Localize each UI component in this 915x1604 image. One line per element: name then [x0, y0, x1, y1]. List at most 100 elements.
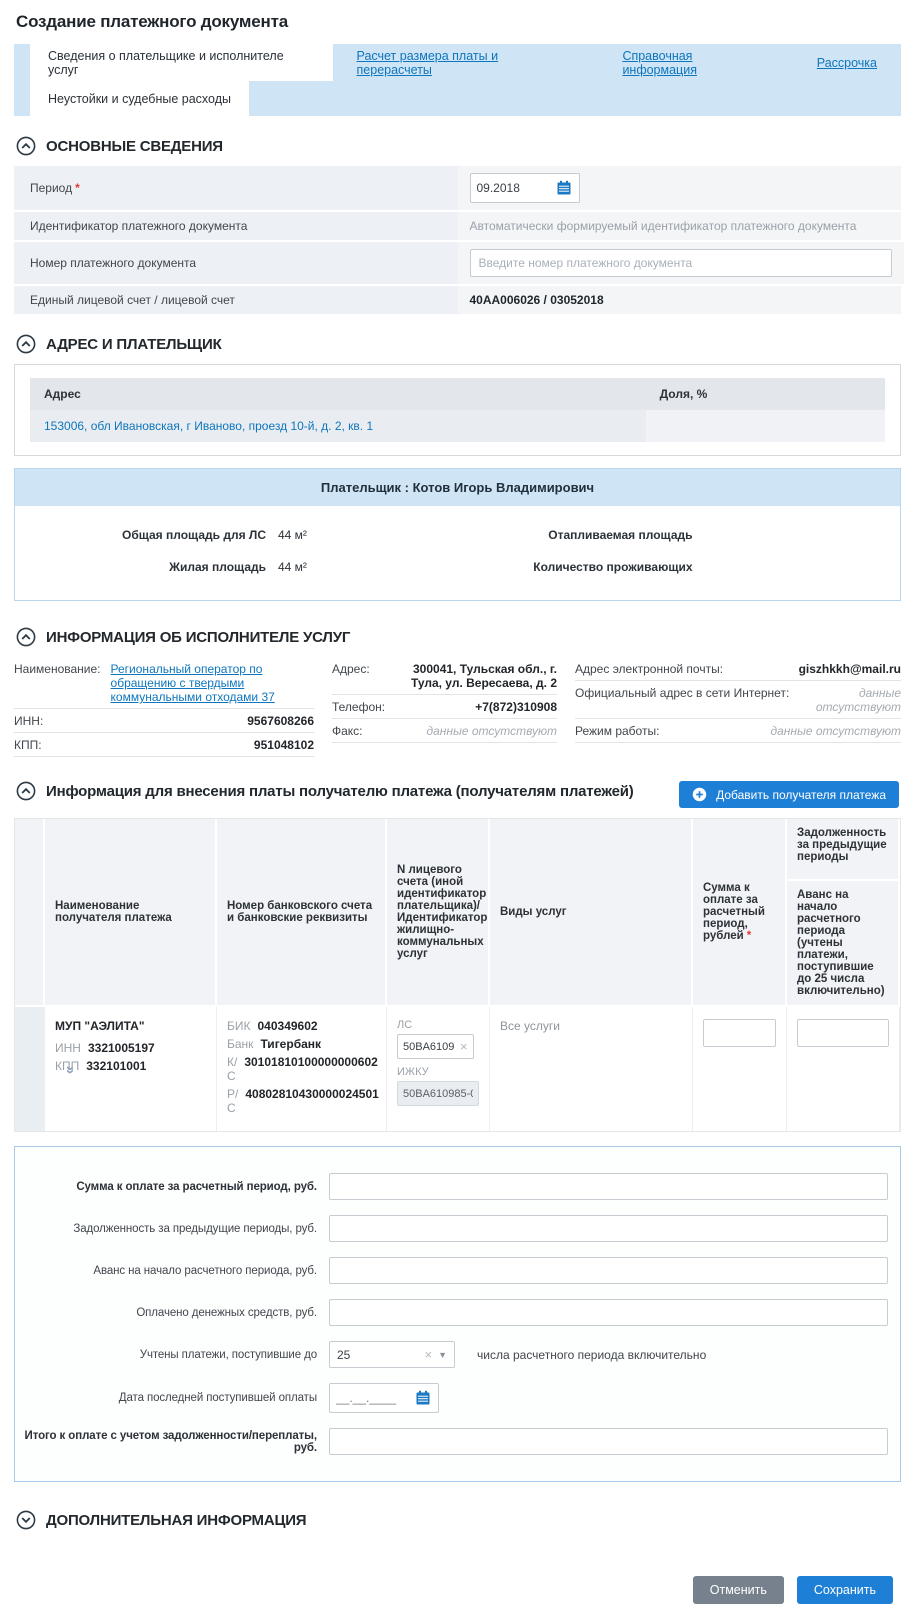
tab-installment[interactable]: Рассрочка	[793, 44, 901, 81]
bank-column-header: Номер банковского счета и банковские рек…	[217, 819, 387, 1007]
expand-row-icon[interactable]: »	[62, 1065, 80, 1075]
bik-line: БИК 040349602	[227, 1019, 376, 1033]
rs-value: 40802810430000024501	[245, 1087, 379, 1101]
debt-input[interactable]	[797, 1019, 889, 1047]
counted-day-select[interactable]: 25 × ▼	[329, 1341, 455, 1368]
provider-address-value: 300041, Тульская обл., г. Тула, ул. Вере…	[410, 662, 557, 690]
row-expand-cell: »	[15, 1007, 80, 1131]
doc-id-row: Идентификатор платежного документа Автом…	[14, 212, 901, 240]
receiver-name: МУП "АЭЛИТА"	[55, 1019, 145, 1033]
receiver-table-row: » МУП "АЭЛИТА" ИНН 3321005197 КПП 33210100…	[15, 1007, 900, 1131]
period-value-cell	[457, 166, 901, 210]
page-title: Создание платежного документа	[16, 12, 288, 31]
grand-total-input[interactable]	[329, 1428, 888, 1455]
provider-name-label: Наименование:	[14, 662, 101, 676]
provider-phone-value: +7(872)310908	[475, 700, 557, 714]
tab-installment-link[interactable]: Рассрочка	[816, 55, 877, 70]
last-payment-input[interactable]	[330, 1385, 414, 1411]
total-area-value: 44 м²	[278, 528, 307, 542]
receivers-table-header: Наименование получателя платежа Номер ба…	[15, 819, 900, 1007]
period-input-box	[469, 173, 580, 203]
rs-label: Р/С	[227, 1087, 239, 1115]
paid-total-input[interactable]	[329, 1299, 888, 1326]
collapse-chevron-icon[interactable]	[16, 627, 36, 647]
provider-grid: Наименование: Региональный оператор по о…	[14, 657, 901, 757]
debt-total-input[interactable]	[329, 1215, 888, 1242]
provider-fax-label: Факс:	[332, 724, 363, 738]
cancel-button[interactable]: Отменить	[692, 1576, 784, 1604]
ks-line: К/С 30101810100000000602	[227, 1055, 378, 1083]
services-value: Все услуги	[500, 1019, 560, 1033]
provider-site-value: данные отсутствуют	[815, 686, 901, 714]
provider-name-row: Наименование: Региональный оператор по о…	[14, 657, 314, 709]
collapse-chevron-icon[interactable]	[16, 334, 36, 354]
izhku-input[interactable]	[397, 1081, 479, 1106]
heated-area-pair: Отапливаемая площадь	[458, 528, 885, 542]
save-button[interactable]: Сохранить	[796, 1576, 893, 1604]
totals-panel: Сумма к оплате за расчетный период, руб.…	[14, 1146, 901, 1482]
account-value: 40AA006026 / 03052018	[457, 286, 901, 314]
ls-input[interactable]	[398, 1040, 460, 1053]
clear-icon[interactable]: ×	[424, 1347, 433, 1362]
tab-penalties[interactable]: Неустойки и судебные расходы	[30, 81, 249, 116]
provider-kpp-row: КПП: 951048102	[14, 733, 314, 757]
residents-pair: Количество проживающих	[458, 560, 885, 574]
kpp-label: КПП	[55, 1059, 80, 1073]
chevron-down-icon[interactable]: ▼	[438, 1349, 447, 1360]
advance-total-row: Аванс на начало расчетного периода, руб.	[15, 1257, 888, 1284]
clear-icon[interactable]: ×	[460, 1039, 468, 1054]
total-area-pair: Общая площадь для ЛС 44 м²	[31, 528, 458, 542]
account-cell: ЛС × ИЖКУ	[387, 1007, 490, 1131]
tab-payment-calc[interactable]: Расчет размера платы и перерасчеты	[333, 44, 599, 81]
provider-address-label: Адрес:	[332, 662, 370, 676]
provider-kpp-label: КПП:	[14, 738, 42, 752]
sum-total-input[interactable]	[329, 1173, 888, 1200]
period-input[interactable]	[470, 175, 555, 201]
share-cell	[645, 410, 885, 442]
provider-name-value: Региональный оператор по обращению с тве…	[111, 662, 314, 704]
provider-inn-label: ИНН:	[14, 714, 44, 728]
counted-row: Учтены платежи, поступившие до 25 × ▼ чи…	[15, 1341, 888, 1368]
tabs-row-2: Неустойки и судебные расходы	[30, 81, 901, 116]
doc-number-input[interactable]	[469, 249, 892, 277]
sum-input[interactable]	[703, 1019, 776, 1047]
receiver-cell: МУП "АЭЛИТА" ИНН 3321005197 КПП 332101001	[45, 1007, 217, 1131]
plus-circle-icon	[692, 787, 707, 802]
tab-reference-info[interactable]: Справочная информация	[598, 44, 792, 81]
payments-title-wrap: Информация для внесения платы получателю…	[16, 781, 634, 801]
bank-value: Тигербанк	[260, 1037, 322, 1051]
period-label: Период *	[14, 166, 458, 210]
provider-site-row: Официальный адрес в сети Интернет: данны…	[575, 681, 901, 719]
expand-chevron-icon[interactable]	[16, 1510, 36, 1530]
provider-fax-row: Факс: данные отсутствуют	[332, 719, 557, 743]
provider-col-1: Наименование: Региональный оператор по о…	[14, 657, 314, 757]
tab-reference-info-link[interactable]: Справочная информация	[622, 48, 697, 77]
provider-kpp-value: 951048102	[253, 738, 314, 752]
account-column-header: N лицевого счета (иной идентификатор пла…	[387, 819, 490, 1007]
tab-payer-info[interactable]: Сведения о плательщике и исполнителе усл…	[30, 44, 333, 81]
calendar-icon[interactable]	[555, 179, 573, 197]
debt-column-header: Задолженность за предыдущие периоды	[787, 819, 898, 881]
account-row: Единый лицевой счет / лицевой счет 40AA0…	[14, 286, 901, 314]
total-area-label: Общая площадь для ЛС	[121, 528, 266, 542]
address-link[interactable]: 153006, обл Ивановская, г Иваново, проез…	[44, 419, 374, 433]
provider-email-label: Адрес электронной почты:	[575, 662, 724, 676]
address-table-header: Адрес Доля, %	[30, 378, 885, 410]
expand-column-header	[15, 819, 45, 1007]
section-address-header: АДРЕС И ПЛАТЕЛЬЩИК	[16, 334, 899, 354]
provider-name-link[interactable]: Региональный оператор по обращению с тве…	[110, 662, 275, 704]
calendar-icon[interactable]	[414, 1389, 432, 1407]
add-receiver-button[interactable]: Добавить получателя платежа	[679, 781, 899, 808]
provider-email-value: giszhkkh@mail.ru	[798, 662, 901, 676]
tabs-band: Сведения о плательщике и исполнителе усл…	[14, 44, 901, 116]
provider-address-row: Адрес: 300041, Тульская обл., г. Тула, у…	[332, 657, 557, 695]
residents-label: Количество проживающих	[533, 560, 693, 574]
collapse-chevron-icon[interactable]	[16, 136, 36, 156]
advance-total-input[interactable]	[329, 1257, 888, 1284]
section-address-title: АДРЕС И ПЛАТЕЛЬЩИК	[46, 335, 222, 353]
collapse-chevron-icon[interactable]	[16, 781, 36, 801]
ls-label: ЛС	[397, 1019, 413, 1031]
sum-cell	[693, 1007, 787, 1131]
tab-payment-calc-link[interactable]: Расчет размера платы и перерасчеты	[356, 48, 499, 77]
address-column-header: Адрес	[44, 387, 81, 401]
